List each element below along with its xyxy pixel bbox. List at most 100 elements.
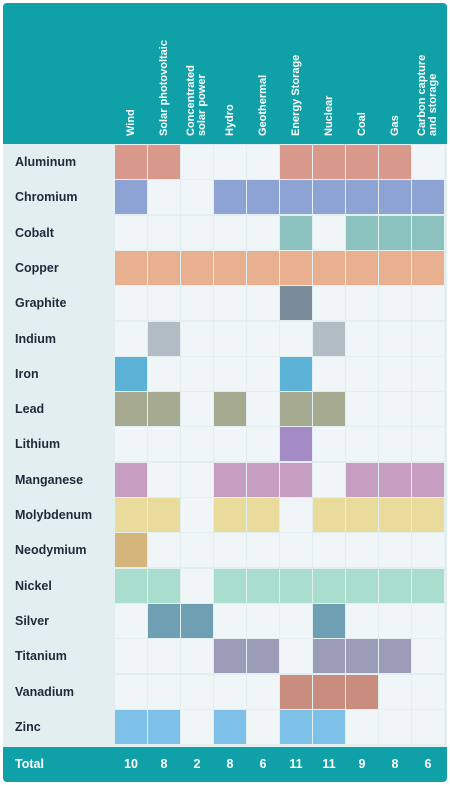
cell-graphite-nuclear: [313, 286, 345, 321]
cell-zinc-gas: [379, 709, 411, 744]
cell-iron-energy-storage: [280, 356, 312, 391]
cell-vanadium-concentrated-solar-power: [181, 674, 213, 709]
cell-cobalt-gas: [379, 215, 411, 250]
cell-cobalt-wind: [115, 215, 147, 250]
column-header-carbon-capture-and-storage-line-2: and storage: [427, 73, 439, 136]
cell-cobalt-coal: [346, 215, 378, 250]
cell-manganese-energy-storage: [280, 462, 312, 497]
column-header-concentrated-solar-power-line-2: solar power: [196, 74, 208, 136]
cell-molybdenum-coal: [346, 498, 378, 532]
cell-lead-nuclear: [313, 392, 345, 427]
cell-zinc-carbon-capture-and-storage: [412, 709, 444, 744]
cell-nickel-concentrated-solar-power: [181, 568, 213, 603]
row-label-neodymium: Neodymium: [15, 543, 87, 558]
row-label-titanium: Titanium: [15, 649, 67, 664]
cell-lead-carbon-capture-and-storage: [412, 392, 444, 427]
mineral-technology-table: Total Wind Solar photovoltaic Concentrated…: [3, 3, 447, 782]
cell-lithium-carbon-capture-and-storage: [412, 427, 444, 462]
cell-indium-carbon-capture-and-storage: [412, 321, 444, 356]
total-row-label: Total: [15, 757, 44, 771]
cell-iron-gas: [379, 356, 411, 391]
cell-neodymium-concentrated-solar-power: [181, 533, 213, 568]
cell-molybdenum-wind: [115, 498, 147, 532]
cell-vanadium-coal: [346, 674, 378, 709]
cell-lead-hydro: [214, 392, 246, 427]
cell-cobalt-geothermal: [247, 215, 279, 250]
column-header-nuclear: Nuclear: [322, 95, 335, 136]
column-header-coal: Coal: [355, 112, 368, 136]
cell-copper-concentrated-solar-power: [181, 250, 213, 285]
cell-nickel-gas: [379, 568, 411, 603]
cell-graphite-coal: [346, 286, 378, 321]
cell-copper-coal: [346, 250, 378, 285]
cell-indium-concentrated-solar-power: [181, 321, 213, 356]
row-label-vanadium: Vanadium: [15, 684, 75, 699]
cell-neodymium-coal: [346, 533, 378, 568]
cell-vanadium-gas: [379, 674, 411, 709]
cell-titanium-concentrated-solar-power: [181, 639, 213, 674]
row-label-graphite: Graphite: [15, 296, 67, 311]
cell-graphite-hydro: [214, 286, 246, 321]
cell-graphite-energy-storage: [280, 286, 312, 321]
cell-molybdenum-energy-storage: [280, 498, 312, 532]
cell-lithium-energy-storage: [280, 427, 312, 462]
cell-graphite-gas: [379, 286, 411, 321]
cell-lithium-geothermal: [247, 427, 279, 462]
row-label-nickel: Nickel: [15, 578, 52, 593]
cell-lead-concentrated-solar-power: [181, 392, 213, 427]
cell-neodymium-energy-storage: [280, 533, 312, 568]
cell-iron-solar-photovoltaic: [148, 356, 180, 391]
cell-graphite-solar-photovoltaic: [148, 286, 180, 321]
cell-indium-wind: [115, 321, 147, 356]
cell-zinc-geothermal: [247, 709, 279, 744]
cell-lithium-coal: [346, 427, 378, 462]
total-carbon-capture-and-storage: 6: [424, 757, 432, 771]
cell-manganese-coal: [346, 462, 378, 497]
cell-cobalt-energy-storage: [280, 215, 312, 250]
cell-vanadium-wind: [115, 674, 147, 709]
cell-lithium-nuclear: [313, 427, 345, 462]
cell-chromium-hydro: [214, 180, 246, 215]
cell-iron-carbon-capture-and-storage: [412, 356, 444, 391]
cell-lithium-solar-photovoltaic: [148, 427, 180, 462]
cell-chromium-wind: [115, 180, 147, 215]
cell-molybdenum-nuclear: [313, 498, 345, 532]
cell-chromium-energy-storage: [280, 180, 312, 215]
cell-vanadium-geothermal: [247, 674, 279, 709]
cell-silver-wind: [115, 603, 147, 638]
cell-titanium-nuclear: [313, 639, 345, 674]
row-label-aluminum: Aluminum: [15, 155, 77, 169]
cell-zinc-energy-storage: [280, 709, 312, 744]
cell-titanium-hydro: [214, 639, 246, 674]
cell-silver-concentrated-solar-power: [181, 603, 213, 638]
cell-manganese-concentrated-solar-power: [181, 462, 213, 497]
cell-chromium-solar-photovoltaic: [148, 180, 180, 215]
cell-molybdenum-concentrated-solar-power: [181, 498, 213, 532]
row-label-iron: Iron: [15, 366, 39, 381]
cell-indium-gas: [379, 321, 411, 356]
cell-neodymium-nuclear: [313, 533, 345, 568]
cell-neodymium-wind: [115, 533, 147, 568]
total-solar-photovoltaic: 8: [160, 757, 168, 771]
row-label-indium: Indium: [15, 331, 56, 346]
cell-lead-gas: [379, 392, 411, 427]
cell-aluminum-nuclear: [313, 145, 345, 179]
cell-graphite-geothermal: [247, 286, 279, 321]
cell-vanadium-solar-photovoltaic: [148, 674, 180, 709]
row-label-copper: Copper: [15, 260, 59, 275]
cell-zinc-wind: [115, 709, 147, 744]
cell-graphite-carbon-capture-and-storage: [412, 286, 444, 321]
cell-chromium-gas: [379, 180, 411, 215]
cell-indium-geothermal: [247, 321, 279, 356]
cell-molybdenum-hydro: [214, 498, 246, 532]
cell-indium-hydro: [214, 321, 246, 356]
cell-aluminum-carbon-capture-and-storage: [412, 145, 444, 179]
column-header-band: [3, 3, 447, 144]
cell-lead-wind: [115, 392, 147, 427]
cell-iron-geothermal: [247, 356, 279, 391]
cell-copper-solar-photovoltaic: [148, 250, 180, 285]
cell-manganese-nuclear: [313, 462, 345, 497]
cell-neodymium-solar-photovoltaic: [148, 533, 180, 568]
cell-molybdenum-carbon-capture-and-storage: [412, 498, 444, 532]
cell-lead-energy-storage: [280, 392, 312, 427]
